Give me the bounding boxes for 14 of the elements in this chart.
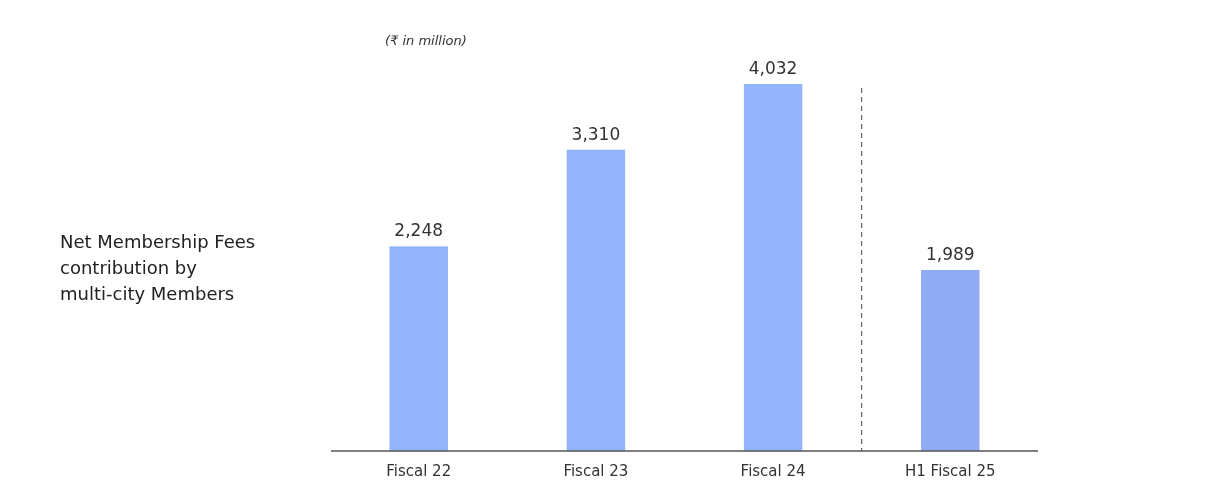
data-label: 3,310: [571, 123, 621, 144]
data-label: 1,989: [925, 243, 975, 264]
bar: [743, 84, 803, 451]
bar: [566, 149, 626, 451]
x-tick-label: Fiscal 24: [740, 462, 806, 480]
bar: [921, 269, 980, 451]
data-label: 4,032: [748, 58, 798, 78]
text: Net Membership Fees contribution by multi-city Members: [60, 231, 256, 304]
x-tick-label: Fiscal 22: [386, 462, 452, 480]
x-tick-label: H1 Fiscal 25: [905, 462, 996, 480]
chart-subtitle: (₹ in million): [385, 33, 467, 48]
data-label: 2,248: [394, 220, 444, 241]
x-tick-label: Fiscal 23: [563, 462, 629, 480]
bar: [389, 246, 448, 451]
